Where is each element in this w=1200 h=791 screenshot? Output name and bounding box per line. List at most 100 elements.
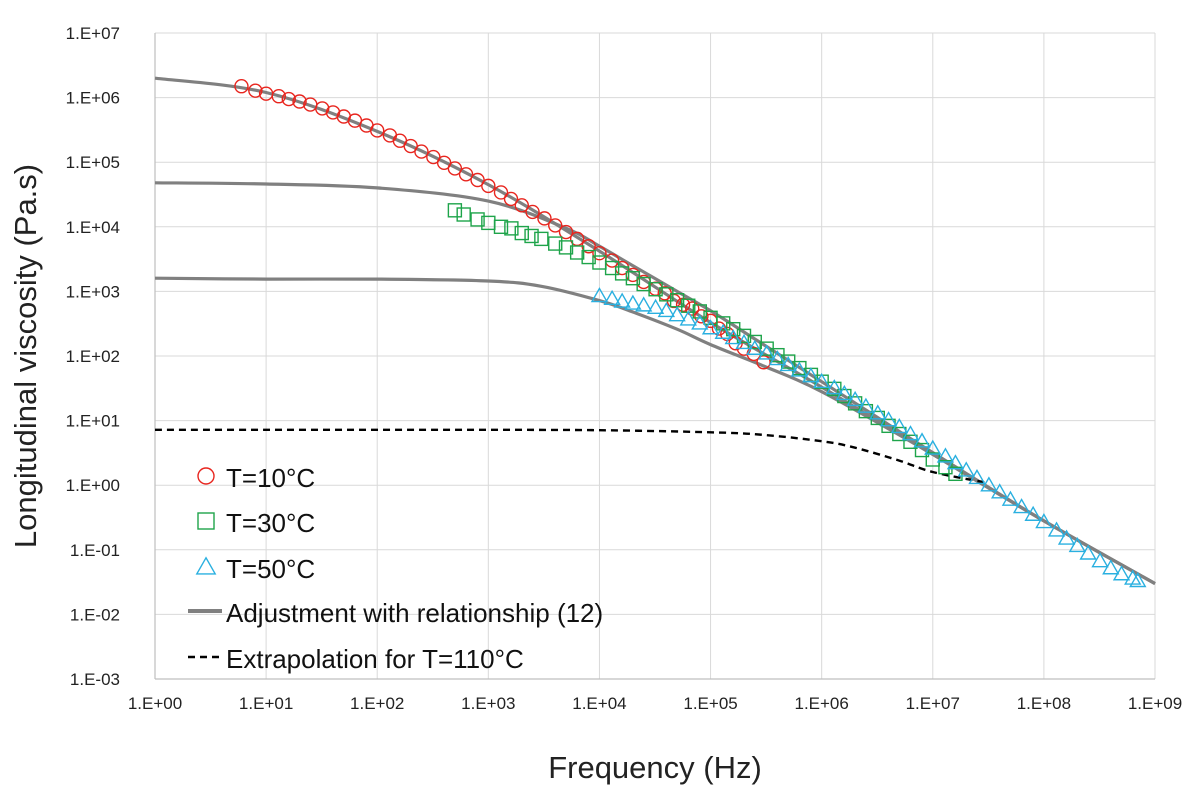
circle-marker [447,161,463,176]
triangle-marker [1035,513,1053,529]
x-tick-label: 1.E+04 [572,694,626,713]
legend-label: Adjustment with relationship (12) [226,598,603,628]
square-marker [524,228,539,244]
triangle-marker [1112,565,1131,581]
x-tick-label: 1.E+03 [461,694,515,713]
legend-label: Extrapolation for T=110°C [226,644,524,674]
triangle-marker [1057,529,1076,545]
triangle-marker [1124,569,1142,585]
data-markers [234,79,1147,588]
triangle-marker [869,404,887,420]
triangle-marker [768,350,787,366]
circle-marker [592,246,607,261]
y-tick-label: 1.E+02 [66,347,120,366]
triangle-marker [936,447,955,463]
square-marker [514,225,529,241]
axes [154,33,1155,680]
circle-marker [503,191,519,207]
circle-marker [248,83,263,98]
triangle-marker [1001,490,1020,506]
triangle-marker [668,306,686,322]
triangle-marker [758,344,776,360]
triangle-marker [1079,544,1097,560]
circle-marker [370,123,385,138]
triangle-marker [879,411,898,427]
circle-marker [481,178,496,194]
x-tick-label: 1.E+06 [794,694,848,713]
triangle-marker [590,287,609,303]
x-tick-label: 1.E+02 [350,694,404,713]
triangle-marker [825,379,844,395]
x-tick-label: 1.E+08 [1017,694,1071,713]
legend-label: T=50°C [226,554,315,584]
circle-marker [234,79,249,94]
legend-label: T=10°C [226,463,315,493]
square-marker [648,282,663,297]
triangle-marker [1102,559,1120,575]
square-marker [456,207,471,222]
square-marker [604,260,620,276]
square-marker [569,245,585,260]
circle-marker [558,224,574,240]
legend-circle-symbol [197,467,215,485]
triangle-marker [735,333,753,350]
legend: T=10°C T=30°C T=50°C Adjustment with relati… [188,463,603,674]
triangle-marker [857,397,875,413]
triangle-marker [603,289,621,306]
circle-marker [493,185,509,200]
circle-marker [292,94,307,109]
triangle-marker [812,372,831,389]
legend-triangle-symbol [195,556,217,575]
triangle-marker [701,319,720,335]
triangle-marker [634,296,653,312]
square-marker [914,442,930,458]
square-marker [614,266,630,281]
circle-marker [548,218,563,233]
circle-marker [525,204,540,220]
triangle-marker [691,314,709,330]
triangle-marker [802,367,820,383]
y-tick-label: 1.E-02 [70,605,120,624]
x-tick-label: 1.E+01 [239,694,293,713]
legend-label: T=30°C [226,508,315,538]
circle-marker [537,211,552,226]
triangle-marker [624,294,642,310]
tick-labels: 1.E+00 1.E+01 1.E+02 1.E+03 1.E+04 1.E+05 1.E+… [66,24,1183,713]
triangle-marker [1129,572,1147,588]
square-marker [581,249,596,265]
triangle-marker [990,483,1009,499]
y-tick-label: 1.E+01 [66,412,120,431]
triangle-marker [724,329,742,345]
circle-marker [514,198,529,213]
triangle-marker [613,292,631,308]
square-marker [948,466,963,482]
triangle-marker [835,384,854,401]
y-tick-label: 1.E+03 [66,282,120,301]
y-tick-label: 1.E+05 [66,153,120,172]
x-tick-label: 1.E+07 [906,694,960,713]
circle-marker [414,144,429,159]
triangle-marker [714,323,732,339]
triangle-marker [968,468,986,485]
y-tick-label: 1.E+07 [66,24,120,43]
extrapolation-line [155,428,987,484]
triangle-marker [924,439,942,455]
triangle-marker [646,298,665,314]
triangle-marker [657,301,676,318]
square-marker [504,221,519,236]
circle-marker [458,167,474,182]
triangle-marker [957,461,975,477]
triangle-marker [779,355,797,372]
y-tick-label: 1.E-03 [70,670,120,689]
square-marker [534,231,549,247]
triangle-marker [679,310,697,326]
y-tick-label: 1.E-01 [70,541,120,560]
triangle-marker [946,454,965,470]
triangle-marker [890,417,909,434]
y-axis-label: Longitudinal viscosity (Pa.s) [8,164,43,548]
square-marker [493,219,509,235]
triangle-marker [901,425,920,441]
triangle-marker [846,390,864,407]
triangle-marker [746,339,764,355]
